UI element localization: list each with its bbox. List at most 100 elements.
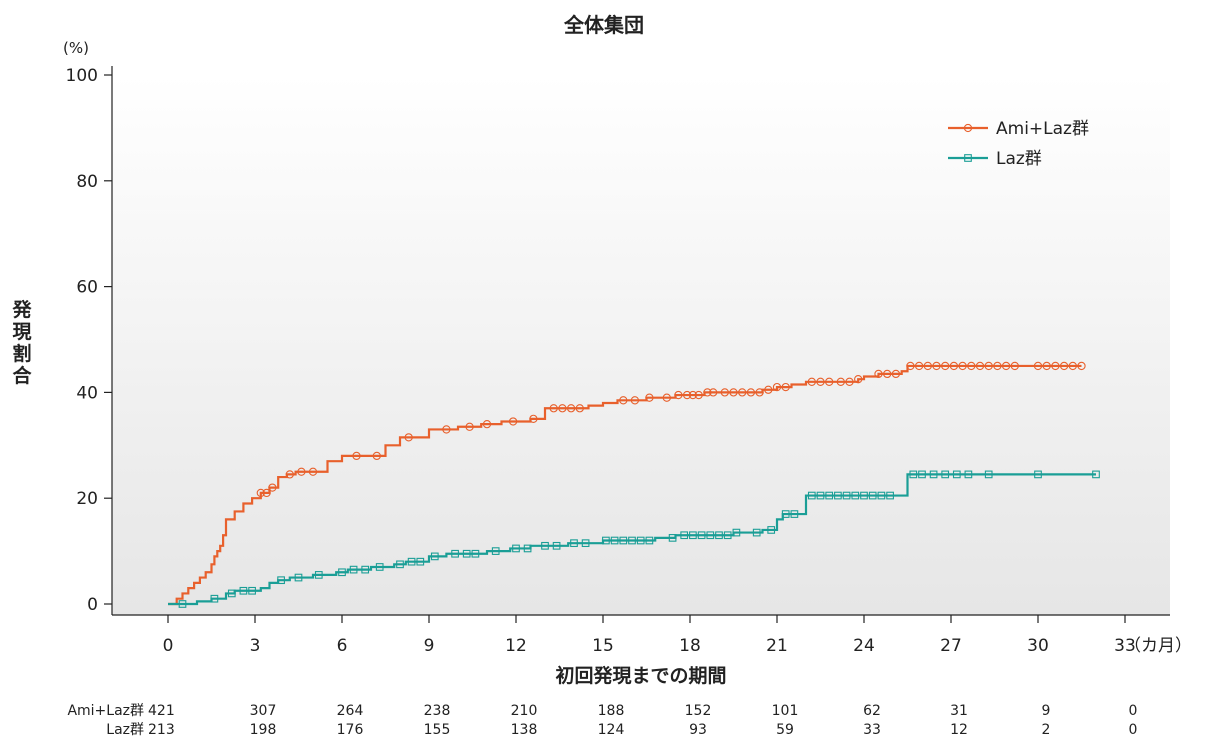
censor-marker xyxy=(508,417,518,426)
censor-marker xyxy=(1077,361,1086,371)
risk-cell: 152 xyxy=(685,703,712,719)
censor-marker xyxy=(680,531,689,540)
censor-marker xyxy=(465,422,474,431)
censor-marker xyxy=(854,375,863,384)
censor-marker xyxy=(628,536,636,545)
censor-marker xyxy=(816,377,825,386)
y-tick-label: 80 xyxy=(76,172,98,192)
censor-marker xyxy=(877,491,886,500)
risk-cell: 176 xyxy=(337,722,364,738)
risk-cell: 307 xyxy=(250,703,277,719)
censor-marker xyxy=(512,544,520,553)
censor-marker xyxy=(549,404,558,413)
y-axis-title-char: 現 xyxy=(12,321,31,343)
censor-marker xyxy=(268,483,277,492)
series-layer xyxy=(168,361,1100,608)
censor-marker xyxy=(285,470,294,479)
censor-marker xyxy=(630,396,640,405)
risk-cell: 101 xyxy=(772,703,799,719)
censor-marker xyxy=(967,361,976,371)
censor-marker xyxy=(941,470,950,479)
legend-label: Ami+Laz群 xyxy=(996,119,1089,139)
censor-marker xyxy=(294,573,303,582)
x-tick-label: 12 xyxy=(505,636,527,656)
risk-cell: 188 xyxy=(598,703,625,719)
censor-marker xyxy=(689,531,697,540)
censor-marker xyxy=(619,396,628,405)
y-tick-label: 40 xyxy=(76,383,98,403)
censor-marker xyxy=(529,414,538,423)
x-tick-label: 3 xyxy=(250,636,261,656)
censor-marker xyxy=(297,467,306,476)
censor-marker xyxy=(674,390,683,400)
censor-marker xyxy=(720,388,729,397)
censor-marker xyxy=(886,491,894,500)
risk-cell: 9 xyxy=(1042,703,1051,719)
censor-marker xyxy=(984,470,993,479)
censor-marker xyxy=(732,528,741,537)
x-tick-label: 6 xyxy=(337,636,348,656)
censor-marker xyxy=(825,491,834,500)
censor-marker xyxy=(662,393,671,402)
censor-marker xyxy=(227,589,236,598)
censor-marker xyxy=(764,385,773,394)
censor-marker xyxy=(891,369,901,379)
censor-marker xyxy=(709,388,718,397)
censor-marker xyxy=(767,526,776,534)
censor-marker xyxy=(914,361,924,371)
censor-marker xyxy=(1092,470,1100,479)
x-tick-label: 30 xyxy=(1027,636,1049,656)
censor-marker xyxy=(407,557,416,566)
risk-cell: 264 xyxy=(337,703,364,719)
censor-marker xyxy=(752,528,761,537)
censor-marker xyxy=(706,531,715,540)
censor-marker xyxy=(558,404,567,413)
y-axis-title-char: 発 xyxy=(11,298,32,321)
legend: Ami+Laz群 Laz群 xyxy=(948,119,1089,169)
censor-marker xyxy=(963,123,973,133)
risk-cell: 62 xyxy=(863,703,881,719)
censor-marker xyxy=(723,531,732,540)
censor-marker xyxy=(746,388,756,397)
risk-cell: 210 xyxy=(511,703,538,719)
censor-marker xyxy=(372,451,381,461)
censor-marker xyxy=(738,388,747,397)
censor-marker xyxy=(755,388,764,397)
chart-title: 全体集団 xyxy=(563,13,644,37)
censor-marker xyxy=(952,470,961,479)
censor-marker xyxy=(697,531,706,540)
risk-cell: 213 xyxy=(148,722,175,738)
risk-cell: 155 xyxy=(424,722,451,738)
censor-marker xyxy=(941,361,950,371)
y-tick-label: 60 xyxy=(76,278,98,298)
risk-cell: 421 xyxy=(148,703,175,719)
censor-marker xyxy=(860,491,868,500)
censor-marker xyxy=(352,451,361,461)
censor-marker xyxy=(482,419,492,429)
censor-marker xyxy=(361,565,370,574)
censor-marker xyxy=(602,536,610,545)
censor-marker xyxy=(949,361,959,371)
y-tick-label: 0 xyxy=(87,595,98,615)
censor-marker xyxy=(929,470,938,479)
censor-marker xyxy=(277,576,285,585)
risk-cell: 59 xyxy=(776,722,794,738)
censor-marker xyxy=(958,361,967,371)
censor-marker xyxy=(404,433,413,442)
risk-table: Ami+Laz群 421 307 264 238 210 188 152 101 62 31 9 0 La… xyxy=(67,703,1137,738)
x-tick-label: 15 xyxy=(592,636,614,656)
y-axis-title-char: 割 xyxy=(12,342,31,365)
censor-marker xyxy=(842,491,851,500)
x-tick-label: 27 xyxy=(940,636,962,656)
censor-marker xyxy=(807,491,816,500)
legend-label: Laz群 xyxy=(996,149,1042,169)
censor-marker xyxy=(248,586,256,595)
censor-marker xyxy=(645,536,654,545)
y-unit-label: (%) xyxy=(63,39,89,57)
censor-marker xyxy=(688,390,698,400)
censor-marker xyxy=(918,470,926,479)
censor-marker xyxy=(442,425,451,434)
